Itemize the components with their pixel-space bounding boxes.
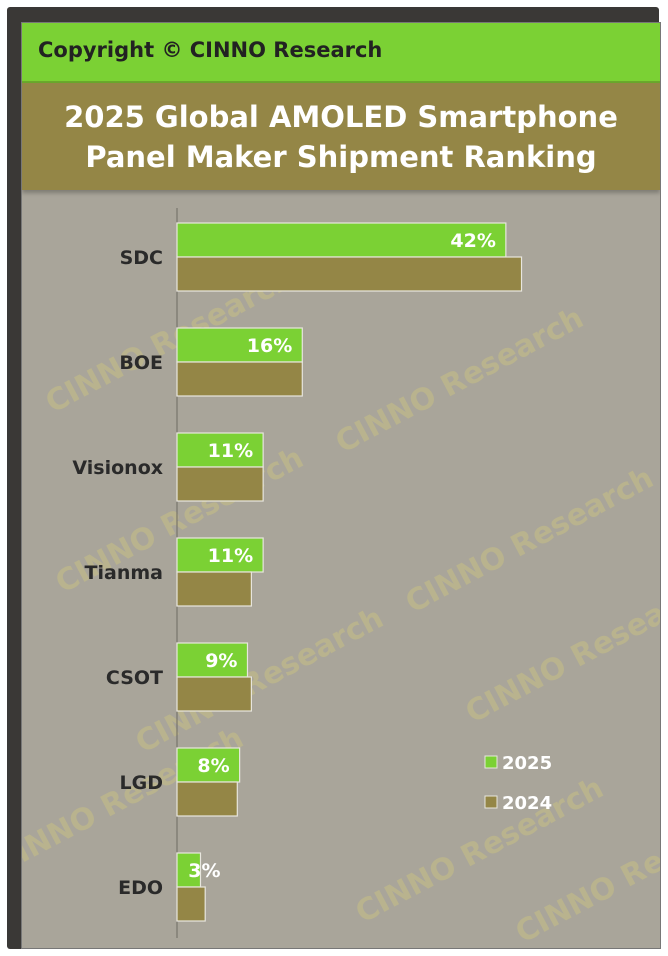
copyright-text: Copyright © CINNO Research bbox=[38, 38, 383, 62]
category-label: LGD bbox=[120, 772, 163, 794]
bar-chart: SDC 42% BOE 16% Visionox 11% Tianma 11% CSOT 9% LG… bbox=[72, 208, 552, 938]
legend-label: 2024 bbox=[502, 793, 552, 814]
chart-title: 2025 Global AMOLED Smartphone Panel Make… bbox=[22, 83, 660, 190]
title-line-1: 2025 Global AMOLED Smartphone bbox=[64, 100, 618, 134]
bar-2025 bbox=[176, 432, 264, 468]
category-label: SDC bbox=[120, 247, 163, 269]
bar-2024 bbox=[176, 361, 303, 397]
title-line-2: Panel Maker Shipment Ranking bbox=[85, 140, 597, 174]
data-label: 11% bbox=[208, 545, 253, 567]
data-label: 42% bbox=[450, 230, 495, 252]
category-label: Tianma bbox=[85, 562, 163, 584]
category-label: BOE bbox=[119, 352, 163, 374]
bar-2024 bbox=[176, 466, 264, 502]
data-label: 9% bbox=[205, 650, 237, 672]
data-label: 11% bbox=[208, 440, 253, 462]
bar-2025 bbox=[176, 747, 241, 783]
legend-label: 2025 bbox=[502, 753, 552, 774]
legend-swatch-2024 bbox=[484, 795, 498, 809]
bar-2025 bbox=[176, 222, 507, 258]
bar-2024 bbox=[176, 676, 252, 712]
bar-2024 bbox=[176, 886, 206, 922]
legend-swatch-2025 bbox=[484, 755, 498, 769]
copyright-banner: Copyright © CINNO Research bbox=[22, 23, 660, 83]
category-label: CSOT bbox=[106, 667, 163, 689]
data-label: 8% bbox=[197, 755, 229, 777]
bar-2024 bbox=[176, 571, 252, 607]
category-label: EDO bbox=[118, 877, 163, 899]
chart-panel: CINNO Research CINNO Research CINNO Rese… bbox=[21, 22, 661, 949]
data-label: 3% bbox=[188, 860, 220, 882]
bar-2024 bbox=[176, 781, 238, 817]
data-label: 16% bbox=[247, 335, 292, 357]
chart-frame: CINNO Research CINNO Research CINNO Rese… bbox=[7, 7, 661, 949]
bar-2024 bbox=[176, 256, 523, 292]
category-label: Visionox bbox=[72, 457, 163, 479]
